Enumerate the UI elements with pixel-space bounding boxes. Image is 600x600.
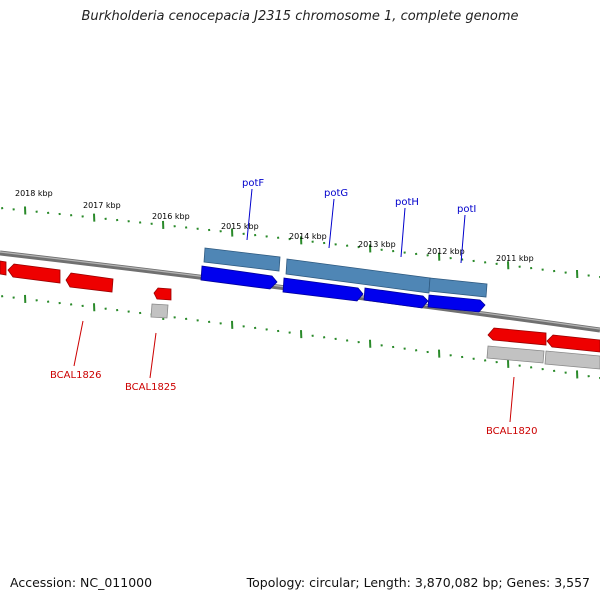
gene-arrow-potI[interactable]: [427, 294, 486, 313]
kbp-labels: 2018 kbp 2017 kbp 2016 kbp 2015 kbp 2014…: [15, 189, 534, 263]
gene-arrow-BCAL1827[interactable]: [7, 263, 61, 284]
gene-label-potH[interactable]: potH: [395, 197, 419, 208]
gene-label-potI[interactable]: potI: [457, 204, 476, 215]
topology-text: Topology: circular; Length: 3,870,082 bp…: [246, 575, 590, 590]
leader-line-potG: [328, 198, 335, 249]
accession-text: Accession: NC_011000: [10, 575, 153, 590]
forward-cds-track: [203, 247, 488, 298]
forward-gene-labels: potF potG potH potI: [242, 178, 476, 264]
kbp-label: 2011 kbp: [496, 254, 534, 263]
map-title: Burkholderia cenocepacia J2315 chromosom…: [81, 9, 519, 24]
kbp-label: 2018 kbp: [15, 189, 53, 198]
cds-bar-potG-H[interactable]: [285, 258, 431, 294]
gene-label-BCAL1820[interactable]: BCAL1820: [486, 426, 538, 437]
kbp-label: 2012 kbp: [427, 247, 465, 256]
cds-bar-potI[interactable]: [428, 277, 488, 298]
leader-line-potF: [246, 188, 253, 241]
cds-bar-BCAL1820[interactable]: [486, 345, 545, 364]
gene-label-BCAL1826[interactable]: BCAL1826: [50, 370, 102, 381]
gene-arrow-BCAL1826[interactable]: [65, 272, 114, 293]
reverse-gene-track: [0, 260, 600, 353]
leader-line-potH: [400, 207, 406, 258]
gene-arrow-BCAL1825[interactable]: [153, 287, 172, 301]
gene-label-potF[interactable]: potF: [242, 178, 264, 189]
cds-bar-potF[interactable]: [203, 247, 281, 272]
kbp-label: 2017 kbp: [83, 201, 121, 210]
gene-arrow-potG[interactable]: [282, 277, 364, 302]
kbp-label: 2016 kbp: [152, 212, 190, 221]
kbp-label: 2013 kbp: [358, 240, 396, 249]
forward-gene-track: [200, 265, 486, 313]
kbp-label: 2015 kbp: [221, 222, 259, 231]
cds-bar-BCAL1825[interactable]: [150, 303, 169, 319]
gene-arrow-potF[interactable]: [200, 265, 278, 290]
kbp-label: 2014 kbp: [289, 232, 327, 241]
gene-arrow-right-edge[interactable]: [546, 334, 600, 353]
leader-line-BCAL1820: [509, 376, 515, 423]
gene-arrow-left-edge[interactable]: [0, 260, 7, 276]
leader-line-potI: [460, 214, 466, 264]
leader-line-BCAL1825: [149, 332, 157, 379]
reverse-gene-labels: BCAL1826 BCAL1825 BCAL1820: [50, 320, 538, 437]
reverse-cds-track: [150, 303, 600, 370]
gene-arrow-potH[interactable]: [363, 287, 429, 309]
leader-line-BCAL1826: [73, 320, 84, 367]
gene-label-BCAL1825[interactable]: BCAL1825: [125, 382, 177, 393]
gene-label-potG[interactable]: potG: [324, 188, 348, 199]
gene-arrow-BCAL1820[interactable]: [487, 327, 547, 346]
cds-bar-right-edge[interactable]: [544, 350, 600, 370]
outer-tick-ruler: [1, 206, 600, 279]
